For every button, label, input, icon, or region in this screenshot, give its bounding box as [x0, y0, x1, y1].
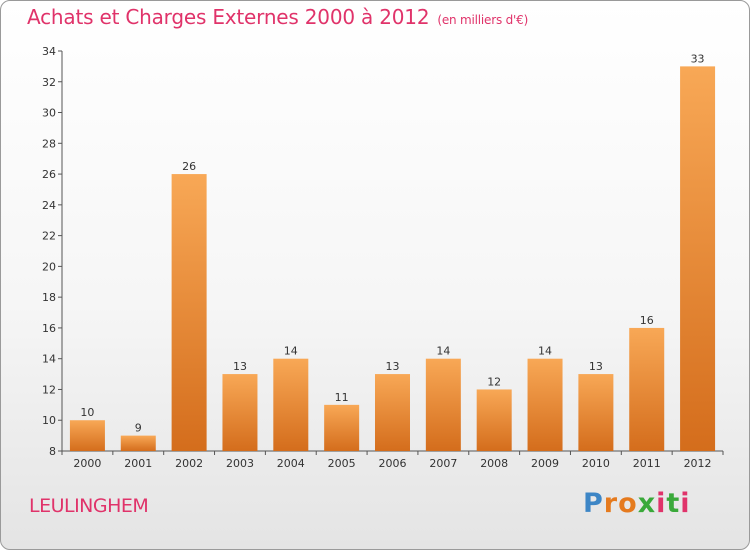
y-tick-label: 10 [42, 414, 56, 427]
y-tick-label: 18 [42, 291, 56, 304]
data-label: 14 [538, 345, 552, 358]
bar [425, 358, 461, 451]
logo-letter: o [618, 488, 638, 519]
bar [375, 374, 410, 451]
x-tick-label: 2007 [429, 457, 457, 470]
x-tick-label: 2005 [328, 457, 356, 470]
data-label: 26 [182, 160, 196, 173]
data-label: 13 [386, 360, 400, 373]
bar [273, 358, 309, 451]
data-label: 16 [640, 314, 654, 327]
x-tick-label: 2009 [531, 457, 559, 470]
y-tick-label: 26 [42, 168, 56, 181]
x-tick-label: 2003 [226, 457, 254, 470]
data-label: 13 [233, 360, 247, 373]
chart-title: Achats et Charges Externes 2000 à 2012 (e… [27, 5, 528, 29]
labels: 2000 10 2001 9 2002 26 2003 13 2004 14 2005 11 2006 1… [73, 52, 711, 470]
x-tick-label: 2001 [124, 457, 152, 470]
data-label: 10 [80, 406, 94, 419]
bar [69, 420, 105, 451]
bar [680, 66, 716, 451]
y-tick-label: 24 [42, 199, 56, 212]
bar [171, 174, 207, 452]
y-tick-label: 14 [42, 353, 56, 366]
x-tick-label: 2011 [633, 457, 661, 470]
data-label: 14 [284, 345, 298, 358]
bar [578, 374, 614, 451]
bar [324, 404, 360, 451]
bar [476, 389, 512, 451]
logo-letter: i [656, 488, 667, 519]
data-label: 9 [135, 422, 142, 435]
x-tick-label: 2012 [684, 457, 712, 470]
data-label: 13 [589, 360, 603, 373]
y-tick-label: 12 [42, 383, 56, 396]
bar [222, 374, 258, 451]
logo-letter: P [583, 488, 604, 519]
bar [629, 327, 665, 451]
x-tick-label: 2002 [175, 457, 203, 470]
logo-letter: r [603, 488, 619, 519]
bar [527, 358, 563, 451]
x-tick-label: 2010 [582, 457, 610, 470]
data-label: 12 [487, 375, 501, 388]
title-text: Achats et Charges Externes 2000 à 2012 [27, 5, 430, 29]
data-label: 11 [335, 391, 349, 404]
y-tick-label: 30 [42, 107, 56, 120]
y-tick-label: 8 [49, 445, 56, 458]
y-tick-label: 32 [42, 76, 56, 89]
y-tick-label: 28 [42, 137, 56, 150]
y-tick-label: 22 [42, 230, 56, 243]
x-tick-label: 2006 [379, 457, 407, 470]
chart-subtitle: (en milliers d'€) [437, 13, 529, 27]
y-tick-label: 16 [42, 322, 56, 335]
data-label: 14 [436, 345, 450, 358]
bar [120, 435, 156, 451]
place-name: LEULINGHEM [29, 495, 149, 517]
y-tick-label: 20 [42, 260, 56, 273]
logo-letter: t [666, 488, 681, 519]
data-label: 33 [691, 52, 705, 65]
logo-letter: x [637, 488, 657, 519]
x-tick-label: 2000 [73, 457, 101, 470]
bars [69, 66, 716, 452]
y-tick-label: 34 [42, 45, 56, 58]
proxiti-logo: Proxiti [583, 488, 691, 519]
x-tick-label: 2004 [277, 457, 305, 470]
x-tick-label: 2008 [480, 457, 508, 470]
logo-letter: i [680, 488, 691, 519]
